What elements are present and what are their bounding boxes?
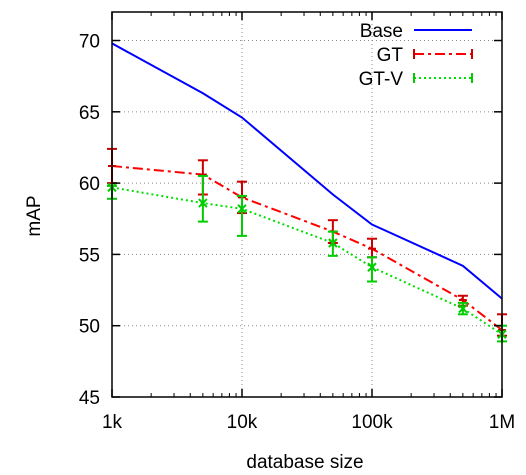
series-line-gt-v xyxy=(111,186,503,336)
series-lines xyxy=(111,42,503,336)
series-line-base xyxy=(111,42,503,300)
axes: 1k 10k 100k 1M 45 50 55 60 65 70 xyxy=(79,11,515,433)
data-point-marker xyxy=(198,198,208,208)
legend-label-base: Base xyxy=(360,21,403,42)
x-tick-label: 1M xyxy=(489,412,515,433)
x-tick-label: 10k xyxy=(227,412,258,433)
y-tick-label: 45 xyxy=(79,388,100,409)
y-tick-label: 65 xyxy=(79,103,100,124)
x-tick-label: 1k xyxy=(102,412,123,433)
plot-frame xyxy=(111,11,503,398)
series-line-gt xyxy=(111,165,503,331)
gridlines xyxy=(111,12,503,398)
y-tick-label: 70 xyxy=(79,32,100,53)
data-point-marker xyxy=(328,238,338,248)
y-tick-label: 55 xyxy=(79,245,100,266)
legend: Base GT GT-V xyxy=(359,21,473,90)
x-tick-label: 100k xyxy=(351,412,393,433)
legend-label-gt: GT xyxy=(377,45,404,66)
y-tick-label: 50 xyxy=(79,317,100,338)
data-point-marker xyxy=(237,204,247,214)
error-bars xyxy=(107,147,507,343)
data-point-marker xyxy=(367,262,377,272)
y-tick-label: 60 xyxy=(79,174,100,195)
y-axis-label: mAP xyxy=(24,195,45,236)
legend-label-gt-v: GT-V xyxy=(359,69,404,90)
data-point-marker xyxy=(458,303,468,314)
x-axis-label: database size xyxy=(246,452,363,473)
